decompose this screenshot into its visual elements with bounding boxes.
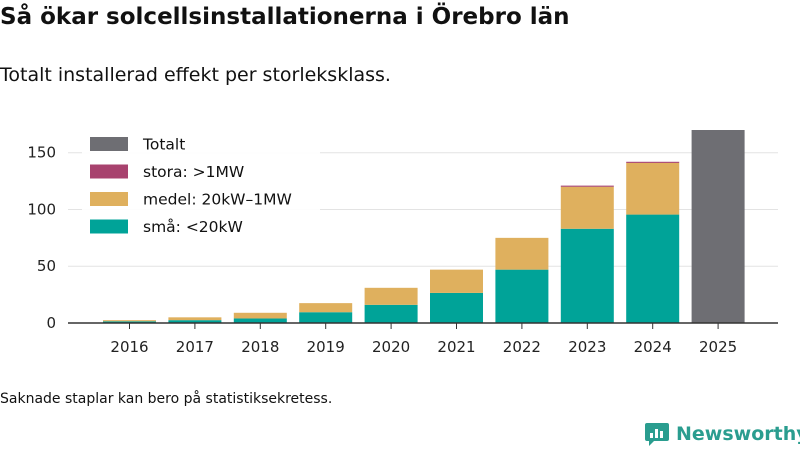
bar-segment	[560, 185, 614, 187]
x-tick-label: 2019	[307, 338, 345, 356]
x-tick-label: 2016	[110, 338, 148, 356]
x-tick-label: 2018	[241, 338, 279, 356]
bar-segment	[233, 318, 287, 323]
axes: 0 50 100 150 2016 2017 2018 2019 2020 2021 2022 202…	[27, 144, 778, 356]
bar-segment	[560, 186, 614, 229]
bar-segment	[364, 287, 418, 305]
legend-label: små: <20kW	[143, 218, 243, 236]
bar-segment	[626, 214, 680, 323]
bars	[103, 130, 745, 323]
y-tick-label: 150	[27, 144, 56, 162]
bar-segment	[495, 237, 549, 270]
x-tick-label: 2022	[503, 338, 541, 356]
bar-segment	[495, 269, 549, 323]
x-tick-label: 2025	[699, 338, 737, 356]
bar-segment	[103, 320, 156, 322]
x-tick-label: 2023	[568, 338, 606, 356]
bar-segment	[364, 304, 418, 323]
bar-segment	[691, 130, 745, 323]
legend-label: Totalt	[142, 136, 185, 154]
bar-segment	[626, 162, 680, 215]
newsworthy-logo-icon	[645, 423, 669, 446]
bar-segment	[168, 317, 222, 321]
legend-swatch	[90, 219, 128, 234]
stacked-bar-chart: 0 50 100 150 2016 2017 2018 2019 2020 2021 2022 202…	[27, 130, 778, 356]
chart-title: Så ökar solcellsinstallationerna i Örebr…	[0, 4, 570, 30]
x-tick-label: 2024	[634, 338, 672, 356]
y-tick-label: 100	[27, 200, 56, 218]
bar-segment	[103, 321, 156, 323]
bar-segment	[430, 269, 483, 293]
brand-logo: Newsworthy	[644, 421, 800, 447]
bar-segment	[233, 312, 287, 319]
bar-segment	[560, 228, 614, 323]
bar-segment	[168, 320, 222, 323]
x-tick-label: 2021	[437, 338, 475, 356]
bar-segment	[299, 303, 353, 313]
legend-swatch	[90, 137, 128, 151]
footnote: Saknade staplar kan bero på statistiksek…	[0, 391, 333, 407]
legend-label: medel: 20kW–1MW	[143, 191, 292, 209]
legend-swatch	[90, 164, 128, 179]
chart-subtitle: Totalt installerad effekt per storlekskl…	[0, 64, 391, 86]
legend-swatch	[90, 192, 128, 206]
legend: Totalt stora: >1MW medel: 20kW–1MW små: <20…	[82, 130, 320, 240]
x-tick-label: 2020	[372, 338, 410, 356]
x-tick-label: 2017	[176, 338, 214, 356]
y-tick-label: 50	[37, 257, 56, 275]
bar-segment	[626, 161, 680, 163]
brand-name: Newsworthy	[676, 423, 800, 445]
bar-segment	[299, 312, 353, 323]
y-tick-label: 0	[46, 314, 56, 332]
legend-label: stora: >1MW	[143, 163, 244, 181]
bar-segment	[430, 292, 483, 323]
